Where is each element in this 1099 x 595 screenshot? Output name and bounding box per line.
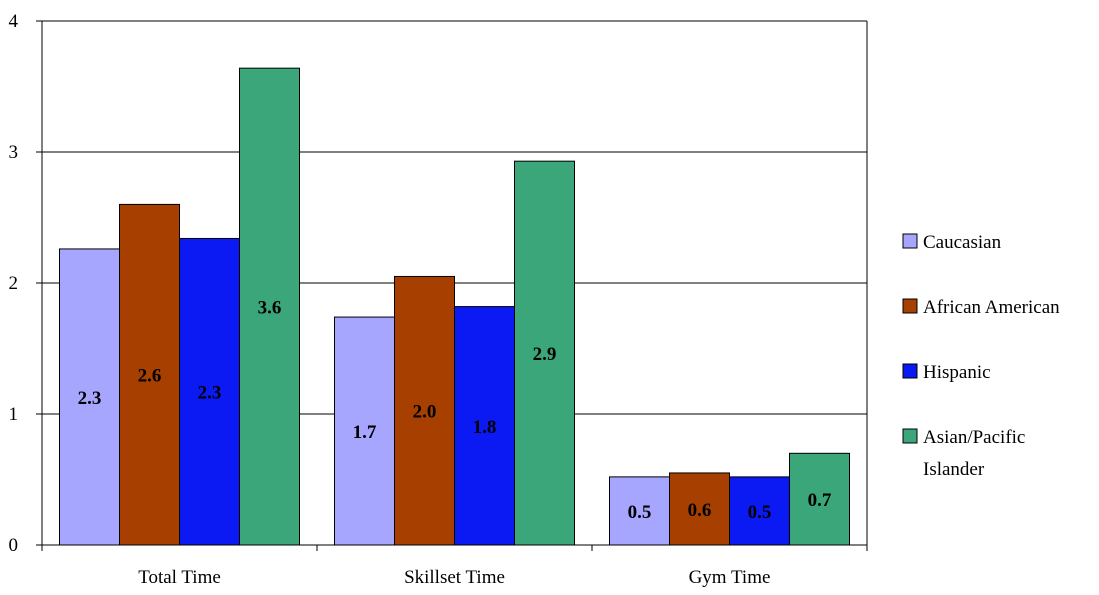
bar-skillset-time-african-american — [394, 275, 455, 546]
data-label: 0.5 — [628, 502, 652, 523]
bar-gym-time-hispanic — [729, 476, 790, 546]
legend-swatch — [902, 428, 918, 444]
data-label: 0.6 — [688, 500, 712, 521]
bar-skillset-time-caucasian — [334, 316, 395, 546]
legend-label: Caucasian — [923, 232, 1002, 253]
legend-label: Asian/Pacific — [923, 427, 1025, 448]
data-label: 0.5 — [748, 502, 772, 523]
legend-label: African American — [923, 297, 1060, 318]
bar-total-time-asian-pacific-islander — [239, 67, 300, 546]
y-tick-label: 0 — [9, 535, 19, 556]
data-label: 2.9 — [533, 344, 557, 365]
bar-skillset-time-asian-pacific-islander — [514, 160, 575, 546]
data-label: 2.6 — [138, 366, 162, 387]
y-tick-label: 3 — [9, 142, 19, 163]
data-label: 2.3 — [198, 383, 222, 404]
axes — [36, 20, 868, 551]
y-tick-label: 1 — [9, 404, 19, 425]
y-tick-label: 4 — [9, 11, 19, 32]
x-tick-label: Total Time — [138, 567, 221, 588]
bar-total-time-hispanic — [179, 237, 240, 546]
data-label: 1.7 — [353, 422, 377, 443]
legend-label: Hispanic — [923, 362, 991, 383]
legend: Caucasian African American Hispanic Asian/P… — [902, 232, 1060, 480]
y-tick-label: 2 — [9, 273, 19, 294]
legend-swatch — [902, 363, 918, 379]
legend-swatch — [902, 298, 918, 314]
x-tick-label: Gym Time — [689, 567, 771, 588]
bar-total-time-caucasian — [59, 248, 120, 546]
bar-skillset-time-hispanic — [454, 306, 515, 546]
data-label: 2.3 — [78, 388, 102, 409]
bar-gym-time-asian-pacific-islander — [789, 452, 850, 546]
legend-label: Islander — [923, 459, 985, 480]
x-tick-label: Skillset Time — [404, 567, 505, 588]
data-label: 2.0 — [413, 402, 437, 423]
data-label: 3.6 — [258, 298, 282, 319]
data-label: 1.8 — [473, 417, 497, 438]
data-label: 0.7 — [808, 490, 832, 511]
tick-labels: 0 1 2 3 4 Total Time Skillset Time Gym Time — [9, 11, 771, 588]
data-labels: 2.3 2.6 2.3 3.6 1.7 2.0 1.8 2.9 0.5 0.6 0.5 0.7 — [78, 298, 832, 523]
bars — [59, 67, 850, 546]
bar-gym-time-caucasian — [609, 476, 670, 546]
legend-swatch — [902, 233, 918, 249]
